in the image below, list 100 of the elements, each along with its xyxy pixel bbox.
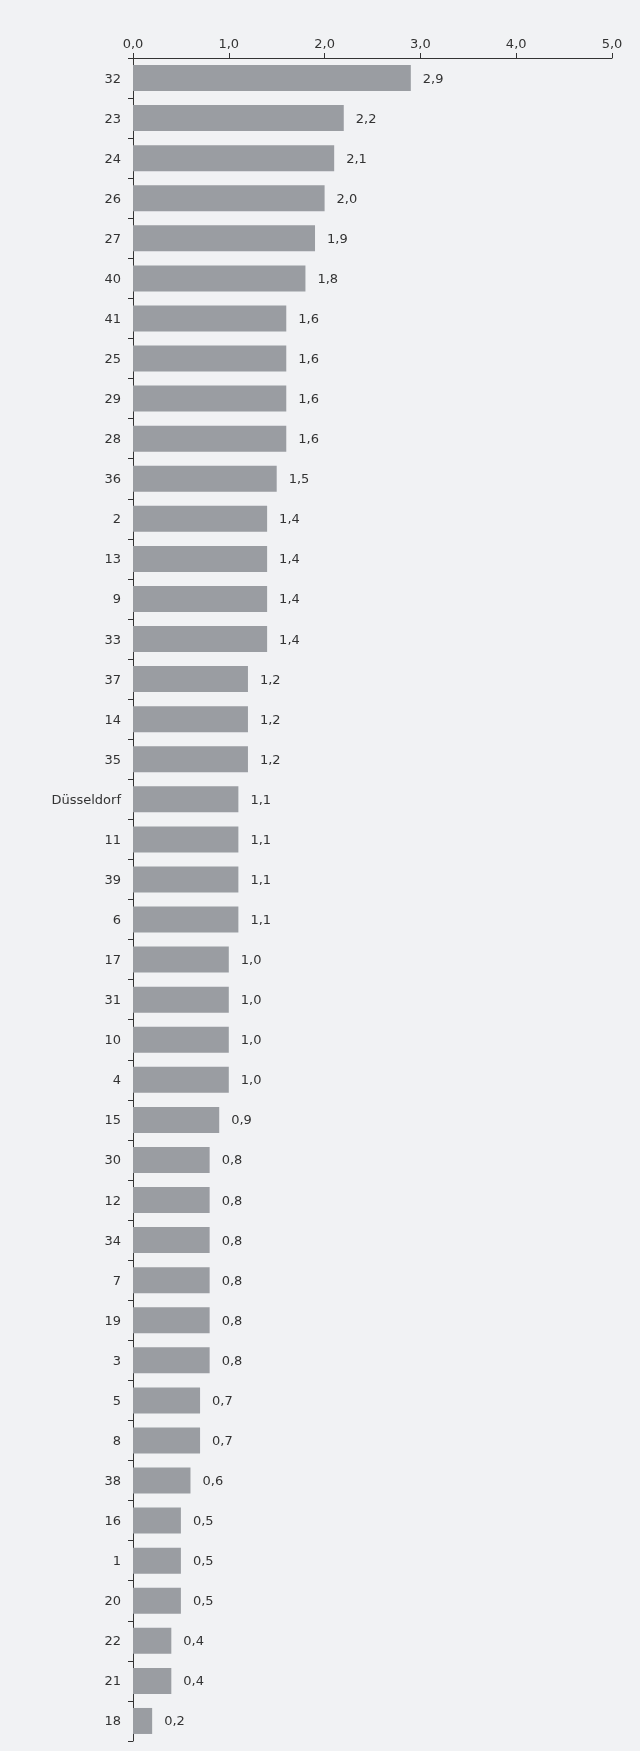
bar [133,1146,210,1173]
y-tick-label: 6 [112,912,121,928]
bar [133,666,248,693]
y-tick-label: Düsseldorf [51,791,122,807]
data-label: 1,0 [240,1072,262,1088]
bar [133,1347,210,1374]
data-label: 1,1 [250,831,272,847]
bar [133,1267,210,1294]
bar [133,786,239,813]
data-label: 1,0 [240,1032,262,1048]
y-tick-label: 1 [112,1553,121,1569]
y-tick-label: 10 [104,1032,121,1048]
data-label: 1,6 [298,431,319,447]
bar [133,826,239,853]
data-label: 1,4 [279,551,300,567]
data-label: 1,1 [250,871,272,887]
bar [133,1387,201,1414]
bar [133,906,239,933]
y-tick-label: 12 [104,1192,121,1208]
y-tick-label: 13 [104,551,121,567]
data-label: 0,8 [221,1352,243,1368]
bar [133,265,306,292]
bar [133,145,335,172]
data-label: 0,8 [221,1232,243,1248]
data-label: 0,8 [221,1152,243,1168]
bar [133,1547,181,1574]
y-tick-label: 9 [112,591,121,607]
bar [133,1066,229,1093]
bar [133,1427,201,1454]
bar [133,185,325,212]
y-tick-label: 25 [104,351,121,367]
data-label: 1,6 [298,351,319,367]
data-label: 1,6 [298,391,319,407]
y-tick-label: 37 [104,671,121,687]
y-tick-label: 2 [112,511,121,527]
y-tick-label: 11 [104,831,121,847]
data-label: 1,2 [259,671,281,687]
data-label: 1,2 [259,751,281,767]
y-tick-label: 26 [104,190,121,206]
data-label: 0,2 [164,1713,185,1729]
y-tick-label: 3 [112,1352,121,1368]
data-label: 0,7 [212,1432,233,1448]
y-tick-label: 34 [104,1232,121,1248]
data-label: 0,5 [192,1593,214,1609]
bar [133,1227,210,1254]
bar [133,425,287,452]
data-label: 1,1 [250,912,272,928]
data-label: 0,9 [231,1112,252,1128]
y-tick-label: 32 [104,70,121,86]
y-tick-label: 4 [112,1072,121,1088]
y-tick-label: 7 [112,1272,121,1288]
bar [133,1627,172,1654]
data-label: 0,4 [183,1673,205,1689]
y-tick-label: 28 [104,431,121,447]
y-tick-label: 33 [104,631,121,647]
data-label: 2,1 [346,150,367,166]
data-label: 0,7 [212,1392,233,1408]
y-tick-label: 36 [104,471,121,487]
bar [133,746,248,773]
y-tick-label: 5 [112,1392,121,1408]
data-label: 0,5 [192,1553,214,1569]
y-tick-label: 20 [104,1593,121,1609]
y-tick-label: 31 [104,992,121,1008]
y-tick-label: 29 [104,391,121,407]
y-tick-label: 23 [104,110,121,126]
y-tick-label: 19 [104,1312,121,1328]
y-tick-label: 38 [104,1473,121,1489]
data-label: 1,0 [240,992,262,1008]
y-tick-label: 15 [104,1112,121,1128]
bar [133,706,248,733]
y-tick-label: 41 [104,310,121,326]
x-tick-label: 1,0 [218,36,240,51]
data-label: 0,5 [192,1513,214,1529]
data-label: 1,1 [250,791,272,807]
y-tick-label: 30 [104,1152,121,1168]
bar [133,345,287,372]
y-tick-label: 14 [104,711,121,727]
data-label: 0,8 [221,1272,243,1288]
bar [133,65,411,92]
bar [133,505,268,532]
bar [133,866,239,893]
bar [133,986,229,1013]
y-tick-label: 39 [104,871,121,887]
x-tick-label: 4,0 [505,36,527,51]
data-label: 0,4 [183,1633,205,1649]
data-label: 0,8 [221,1312,243,1328]
data-label: 1,4 [279,591,300,607]
bar [133,385,287,412]
bar [133,626,268,653]
bar [133,1707,153,1734]
data-label: 1,6 [298,310,319,326]
y-tick-label: 27 [104,230,121,246]
bar [133,946,229,973]
y-tick-label: 16 [104,1513,121,1529]
data-label: 2,0 [336,190,358,206]
y-tick-label: 24 [104,150,121,166]
y-tick-label: 22 [104,1633,121,1649]
bar [133,1667,172,1694]
y-tick-label: 17 [104,952,121,968]
data-label: 1,5 [288,471,310,487]
